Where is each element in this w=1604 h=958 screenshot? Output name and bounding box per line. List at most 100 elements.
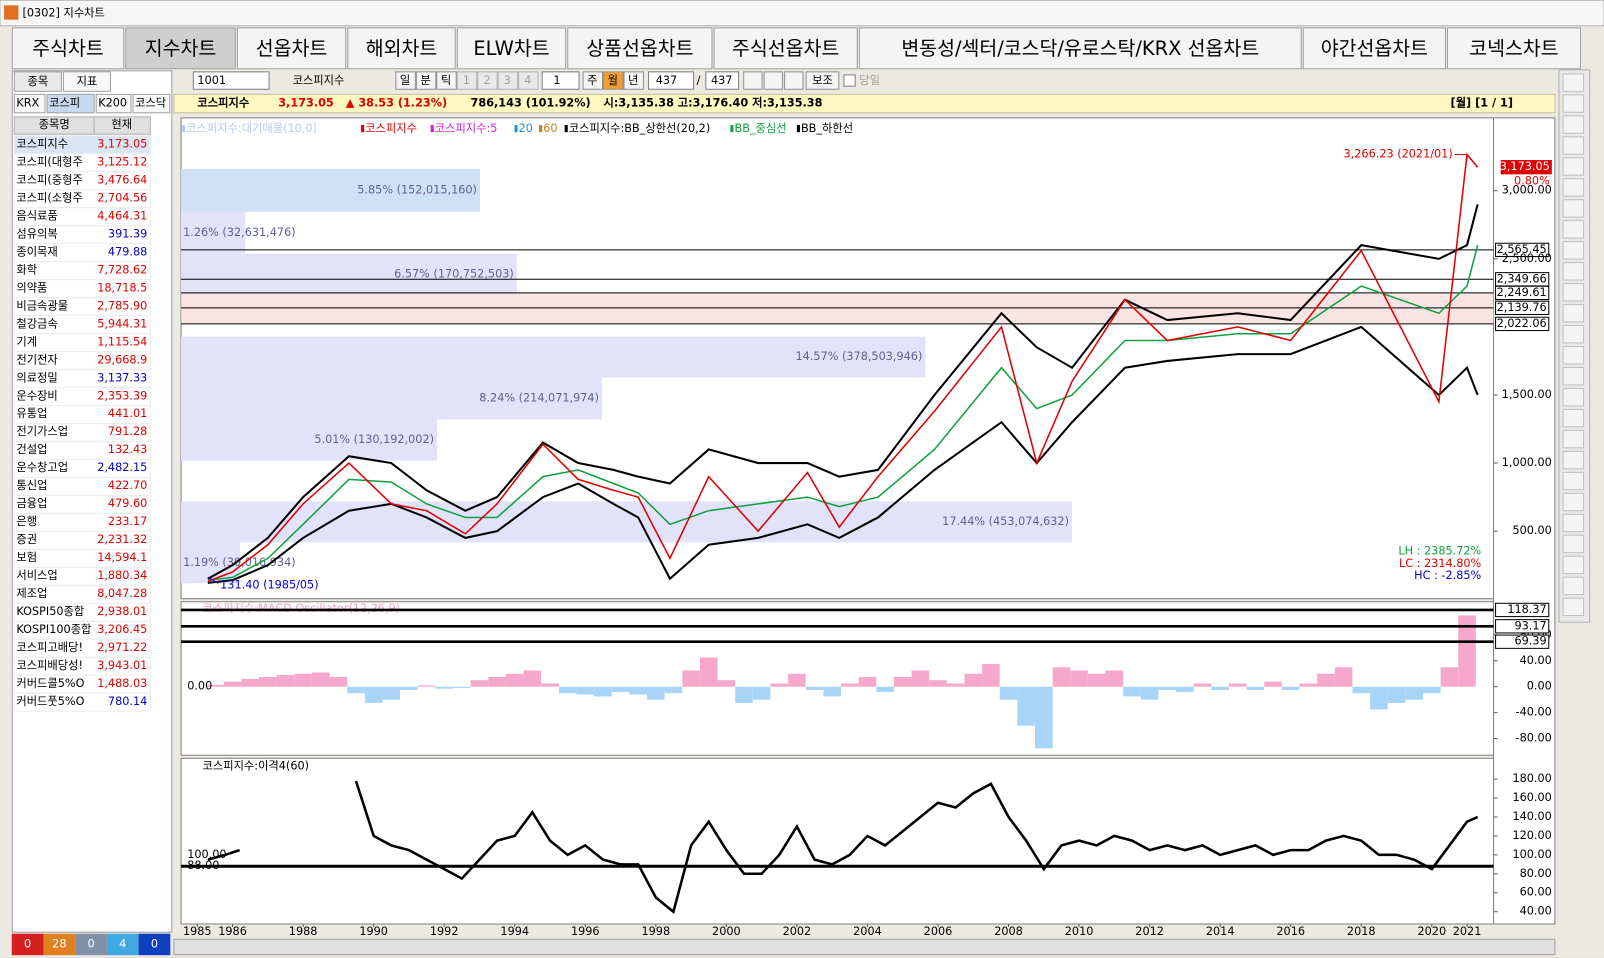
- item-value: 780.14: [108, 695, 147, 708]
- item-name: 코스피지수: [16, 137, 68, 150]
- count-input[interactable]: [648, 71, 695, 90]
- tool-icon[interactable]: [1562, 283, 1585, 302]
- n-input[interactable]: [541, 71, 580, 90]
- tool-icon[interactable]: [1562, 387, 1585, 407]
- market-tab[interactable]: [132, 93, 171, 114]
- tab[interactable]: [1302, 27, 1446, 70]
- item-name: KOSPI50종합: [16, 605, 84, 618]
- x-tick-label: 1990: [359, 925, 388, 938]
- tool-icon[interactable]: [1562, 597, 1585, 617]
- status-count-box: [11, 933, 44, 956]
- item-value: 2,971.22: [97, 641, 147, 654]
- tool-icon[interactable]: [1562, 199, 1585, 218]
- unit-button[interactable]: [395, 71, 416, 90]
- tool-icon[interactable]: [1562, 157, 1585, 176]
- tool-icon[interactable]: [1562, 94, 1585, 113]
- tool-icon[interactable]: [1562, 555, 1585, 575]
- tool-icon[interactable]: [1562, 513, 1585, 533]
- tool-icon[interactable]: [1562, 241, 1585, 260]
- tool-icon[interactable]: [1562, 366, 1585, 386]
- tool-icon[interactable]: [1562, 534, 1585, 554]
- tool-icon[interactable]: [1562, 262, 1585, 281]
- period-button[interactable]: [582, 71, 604, 90]
- tool-button[interactable]: [784, 71, 804, 90]
- period-button[interactable]: [623, 71, 644, 90]
- tool-icon[interactable]: [1562, 576, 1585, 596]
- number-button[interactable]: [477, 71, 498, 90]
- panel-tab[interactable]: [62, 71, 111, 92]
- item-value: 1,488.03: [97, 677, 147, 690]
- tool-icon[interactable]: [1562, 408, 1585, 428]
- number-label: 4: [524, 74, 531, 87]
- status-count-box: [106, 933, 139, 956]
- tab[interactable]: [858, 27, 1302, 70]
- stat-label: HC : -2.85%: [1414, 569, 1481, 582]
- tool-icon[interactable]: [1562, 115, 1585, 134]
- tool-icon[interactable]: [1562, 346, 1585, 365]
- tool-icon[interactable]: [1562, 429, 1585, 449]
- volume-band: [181, 253, 517, 295]
- n-value: 1: [553, 74, 560, 87]
- period-button[interactable]: [603, 71, 624, 90]
- band-label: 17.44% (453,074,632): [942, 515, 1069, 528]
- macd-bar: [1405, 686, 1423, 700]
- tool-button[interactable]: [763, 71, 784, 90]
- tool-button[interactable]: [743, 71, 763, 90]
- scrollbar[interactable]: [173, 938, 1556, 956]
- volume-band: [181, 168, 481, 212]
- market-tab[interactable]: [13, 93, 46, 114]
- tab[interactable]: [1446, 27, 1581, 70]
- aux-button[interactable]: [805, 71, 840, 90]
- macd-bar: [1140, 686, 1159, 700]
- item-name: 철강금속: [16, 317, 57, 330]
- macd-bar: [1352, 686, 1371, 694]
- macd-bar: [1334, 667, 1353, 687]
- legend-swatch: [182, 125, 186, 133]
- today-checkbox[interactable]: [843, 74, 856, 87]
- market-tab[interactable]: [46, 93, 95, 114]
- macd-bar: [699, 657, 718, 687]
- tool-icon[interactable]: [1562, 136, 1585, 155]
- item-name: 건설업: [16, 443, 47, 456]
- unit-label: 분: [420, 74, 430, 87]
- macd-bar: [664, 686, 683, 694]
- list-row[interactable]: [13, 692, 151, 712]
- tool-icon[interactable]: [1562, 304, 1585, 323]
- macd-bar: [417, 685, 436, 687]
- tab[interactable]: [125, 27, 236, 70]
- item-value: 441.01: [108, 407, 147, 420]
- tab[interactable]: [236, 27, 347, 70]
- item-value: 14,594.1: [97, 551, 147, 564]
- tool-icon[interactable]: [1562, 178, 1585, 197]
- item-value: 1,115.54: [97, 335, 147, 348]
- tool-icon[interactable]: [1562, 325, 1585, 344]
- unit-button[interactable]: [436, 71, 457, 90]
- panel-tab[interactable]: [13, 71, 62, 92]
- panel-title: 코스피지수:이격4(60): [203, 758, 309, 772]
- tab[interactable]: [456, 27, 567, 70]
- tool-icon[interactable]: [1562, 471, 1585, 491]
- macd-bar: [929, 680, 947, 687]
- level-label: 2,349.66: [1497, 272, 1547, 285]
- macd-bar: [1246, 686, 1265, 690]
- number-button[interactable]: [497, 71, 519, 90]
- tool-icon[interactable]: [1562, 492, 1585, 512]
- market-tab[interactable]: [95, 93, 132, 114]
- tab[interactable]: [567, 27, 713, 70]
- macd-bar: [576, 686, 595, 695]
- tool-icon[interactable]: [1562, 73, 1585, 92]
- tool-icon[interactable]: [1562, 450, 1585, 470]
- y-tick-label: -40.00: [1516, 706, 1552, 719]
- level-box: [1495, 634, 1550, 649]
- y-tick-label: 60.00: [1520, 886, 1552, 899]
- tab[interactable]: [347, 27, 456, 70]
- number-button[interactable]: [456, 71, 478, 90]
- code-input[interactable]: [192, 71, 270, 90]
- tab[interactable]: [11, 27, 125, 70]
- tab[interactable]: [713, 27, 858, 70]
- tool-icon[interactable]: [1562, 220, 1585, 239]
- unit-button[interactable]: [415, 71, 437, 90]
- macd-bar: [823, 686, 841, 697]
- number-button[interactable]: [518, 71, 539, 90]
- y-tick-label: 2,500.00: [1502, 252, 1552, 265]
